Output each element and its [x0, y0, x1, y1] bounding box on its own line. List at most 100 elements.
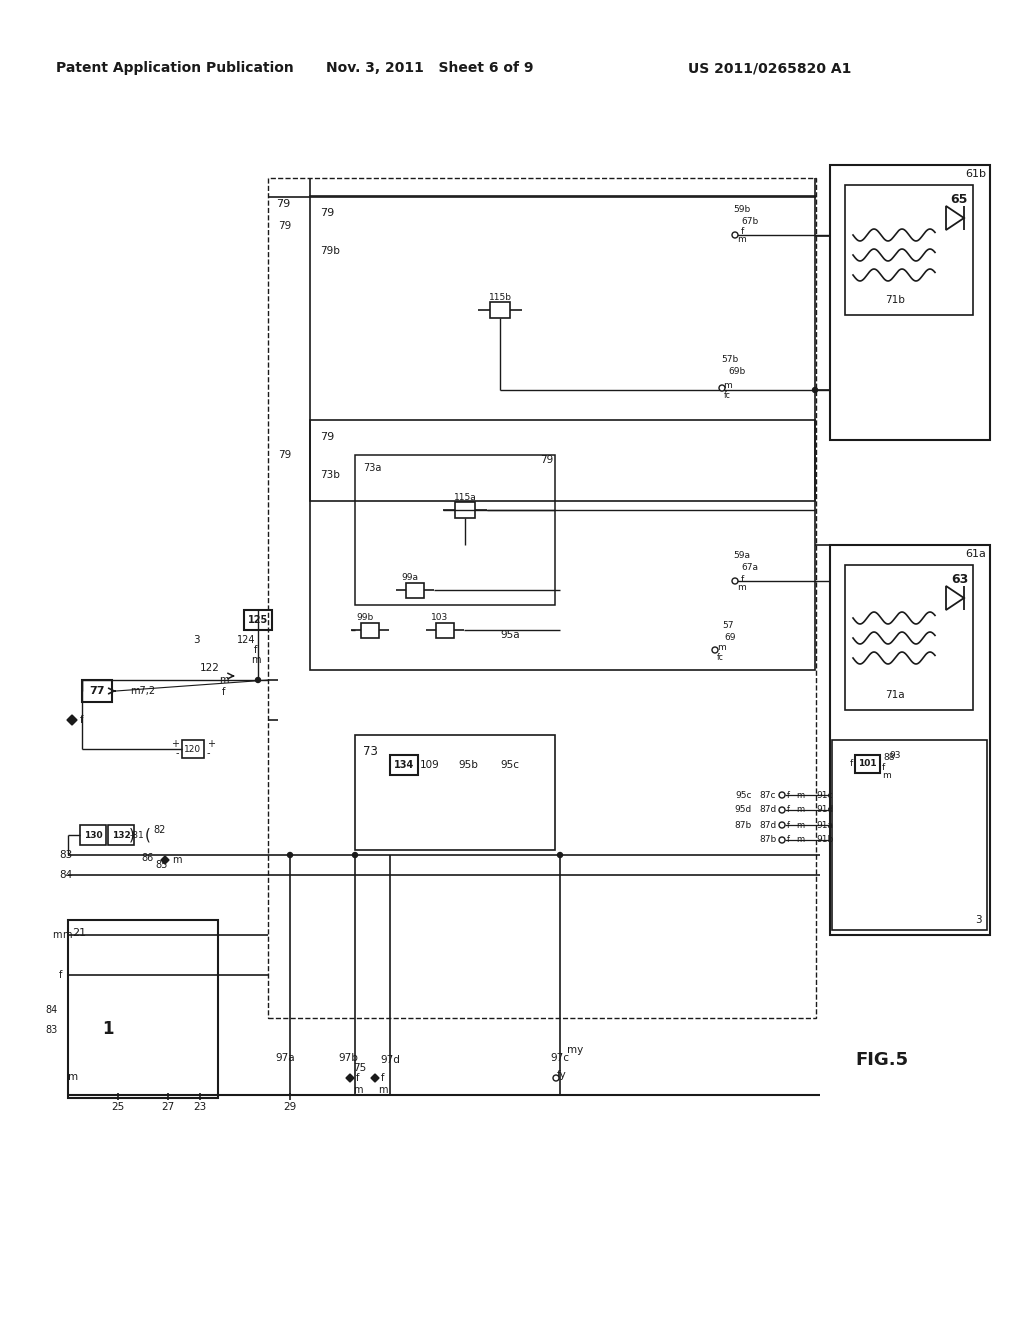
Text: m: m: [62, 931, 72, 940]
Text: f: f: [850, 759, 853, 768]
Circle shape: [779, 792, 785, 799]
Text: m: m: [737, 582, 746, 591]
Circle shape: [352, 853, 357, 858]
Text: 75: 75: [353, 1063, 367, 1073]
Circle shape: [712, 647, 718, 653]
Bar: [845, 565, 973, 710]
Text: fy: fy: [557, 1071, 567, 1080]
Text: 73: 73: [362, 744, 378, 758]
Text: 122: 122: [200, 663, 220, 673]
Text: 132: 132: [112, 830, 130, 840]
Text: Nov. 3, 2011   Sheet 6 of 9: Nov. 3, 2011 Sheet 6 of 9: [327, 61, 534, 75]
Text: 95c: 95c: [735, 791, 752, 800]
Circle shape: [256, 677, 260, 682]
Text: m: m: [378, 1085, 388, 1096]
Text: 67a: 67a: [741, 562, 759, 572]
Text: 27: 27: [162, 1102, 175, 1111]
Text: m: m: [724, 380, 732, 389]
Text: m: m: [68, 1072, 78, 1082]
Polygon shape: [67, 715, 77, 725]
Circle shape: [779, 807, 785, 813]
Text: US 2011/0265820 A1: US 2011/0265820 A1: [688, 61, 852, 75]
Text: 97a: 97a: [275, 1053, 295, 1063]
Bar: [361, 623, 379, 638]
Text: 69b: 69b: [728, 367, 745, 376]
Text: 82: 82: [154, 825, 166, 836]
Text: 79: 79: [278, 450, 291, 459]
Bar: [490, 302, 510, 318]
Text: 67b: 67b: [741, 218, 759, 227]
Text: 77: 77: [89, 686, 104, 696]
Text: 69: 69: [724, 632, 736, 642]
Polygon shape: [371, 1074, 379, 1082]
Text: fc: fc: [717, 652, 723, 661]
Text: (: (: [145, 828, 151, 842]
Bar: [406, 583, 424, 598]
Text: f: f: [786, 836, 790, 845]
Circle shape: [553, 1074, 559, 1081]
Text: 95a: 95a: [500, 630, 520, 640]
Text: 99b: 99b: [356, 612, 374, 622]
Circle shape: [812, 388, 817, 392]
Text: f: f: [381, 1073, 385, 1082]
Text: m: m: [796, 805, 804, 814]
Text: m: m: [796, 821, 804, 829]
Text: m: m: [796, 791, 804, 800]
Bar: [390, 755, 418, 775]
Text: 1: 1: [102, 1020, 114, 1038]
Polygon shape: [346, 1074, 354, 1082]
Bar: [244, 610, 272, 630]
Text: 87d: 87d: [760, 821, 776, 829]
Text: 115a: 115a: [454, 492, 476, 502]
Bar: [310, 195, 815, 502]
Text: m: m: [737, 235, 746, 244]
Text: f: f: [786, 805, 790, 814]
Text: ): ): [129, 828, 135, 842]
Text: f: f: [58, 970, 62, 979]
Text: 65: 65: [950, 193, 968, 206]
Text: 95b: 95b: [458, 760, 478, 770]
Bar: [830, 165, 990, 440]
Text: 109: 109: [420, 760, 440, 770]
Text: m: m: [219, 675, 228, 685]
Text: 59b: 59b: [733, 206, 751, 214]
Bar: [455, 502, 475, 517]
Polygon shape: [161, 855, 169, 865]
Bar: [310, 420, 815, 671]
Text: 99a: 99a: [401, 573, 419, 582]
Text: 101: 101: [858, 759, 877, 768]
Circle shape: [779, 837, 785, 843]
Text: 91b: 91b: [816, 836, 834, 845]
Bar: [82, 680, 112, 702]
Text: 73a: 73a: [362, 463, 381, 473]
Text: 93: 93: [889, 751, 901, 759]
Text: m: m: [718, 643, 726, 652]
Bar: [68, 920, 218, 1098]
Text: -81: -81: [130, 830, 144, 840]
Text: my: my: [567, 1045, 583, 1055]
Text: 21: 21: [72, 928, 86, 939]
Circle shape: [557, 853, 562, 858]
Text: 88: 88: [883, 754, 895, 763]
Text: 61a: 61a: [966, 549, 986, 558]
Text: 25: 25: [112, 1102, 125, 1111]
Circle shape: [732, 578, 738, 583]
Text: 91d: 91d: [816, 805, 834, 814]
Text: 3: 3: [976, 915, 982, 925]
Text: 57: 57: [722, 620, 734, 630]
Text: f: f: [786, 791, 790, 800]
Text: f: f: [254, 645, 258, 655]
Text: 59a: 59a: [733, 550, 751, 560]
Text: 61b: 61b: [965, 169, 986, 180]
Text: 125: 125: [248, 615, 268, 624]
Text: 23: 23: [194, 1102, 207, 1111]
Text: 95d: 95d: [735, 805, 752, 814]
Text: 83: 83: [46, 1026, 58, 1035]
Text: 79: 79: [319, 209, 334, 218]
Bar: [355, 455, 555, 605]
Text: 103: 103: [431, 612, 449, 622]
Text: 91a: 91a: [816, 821, 834, 829]
Text: -: -: [207, 748, 211, 758]
Text: +: +: [171, 739, 179, 748]
Bar: [845, 185, 973, 315]
